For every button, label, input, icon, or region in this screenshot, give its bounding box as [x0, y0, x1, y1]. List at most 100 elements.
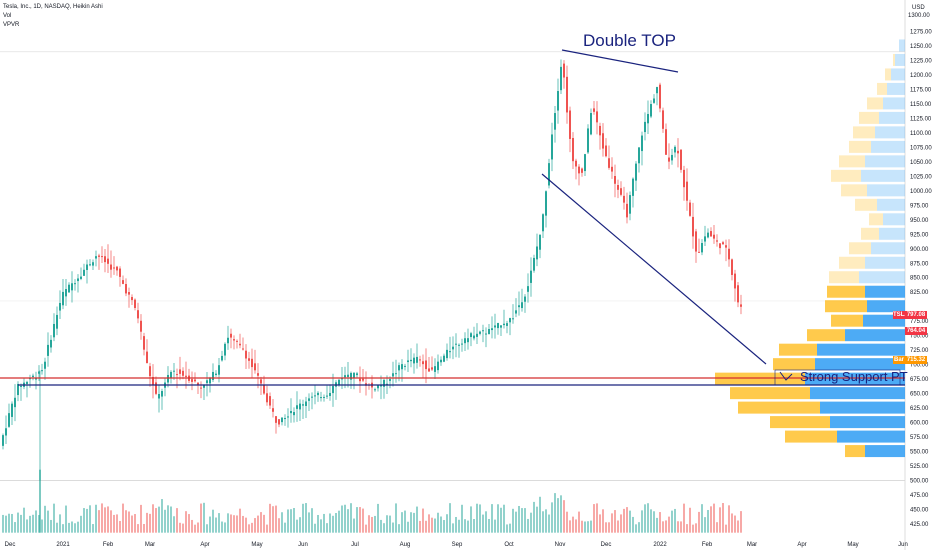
volume-bar [266, 524, 268, 533]
candle-body [35, 377, 37, 380]
volume-bar [551, 502, 553, 533]
price-tick-label: 700.00 [910, 363, 929, 369]
volume-bar [455, 516, 457, 533]
vp-row-down [785, 430, 837, 443]
candle-body [452, 346, 454, 350]
volume-bar [731, 513, 733, 533]
vp-row-down [867, 97, 883, 110]
price-axis[interactable]: 1275.00 1250.00 1225.00 1200.00 1175.00 1150.… [908, 5, 932, 528]
candle-body [86, 264, 88, 270]
candle-body [500, 325, 502, 328]
volume-bar [119, 520, 121, 533]
volume-bar [383, 523, 385, 533]
volume-bar [110, 510, 112, 533]
candle-body [356, 373, 358, 376]
candle-body [530, 270, 532, 283]
volume-bar [5, 515, 7, 533]
vp-row-up [867, 184, 905, 197]
candle-body [503, 323, 505, 326]
volume-bar [506, 524, 508, 533]
volume-bar [176, 508, 178, 533]
price-tick-label: 425.00 [910, 522, 929, 528]
volume-bar [533, 501, 535, 533]
volume-bar [251, 522, 253, 533]
candle-body [512, 318, 514, 320]
volume-bar [44, 505, 46, 533]
price-tick-label: 975.00 [910, 203, 929, 209]
volume-bar [632, 516, 634, 533]
candle-body [575, 160, 577, 167]
time-tick-label: Jun [298, 542, 308, 548]
volume-bar [284, 522, 286, 533]
volume-bar [695, 523, 697, 533]
candle-body [8, 413, 10, 427]
volume-bar [341, 505, 343, 533]
candle-body [77, 278, 79, 282]
candle-body [632, 178, 634, 196]
candle-body [62, 291, 64, 306]
vp-row-up [867, 300, 905, 313]
volume-bar [626, 507, 628, 533]
candle-body [578, 166, 580, 174]
volume-bar [713, 503, 715, 533]
candle-body [551, 134, 553, 160]
candle-body [515, 310, 517, 314]
candle-body [155, 382, 157, 394]
candle-body [617, 185, 619, 190]
volume-bar [584, 521, 586, 533]
candle-body [581, 168, 583, 173]
candle-body [629, 195, 631, 214]
candle-body [467, 338, 469, 343]
price-tick-label: 450.00 [910, 508, 929, 514]
candle-body [89, 264, 91, 266]
price-tick-label: 1025.00 [910, 174, 932, 180]
candle-body [395, 373, 397, 375]
vp-row-down [869, 213, 883, 226]
volume-bar [530, 512, 532, 533]
time-tick-label: Nov [555, 542, 566, 548]
volume-bar [122, 503, 124, 533]
vp-row-down [849, 140, 871, 153]
double-top-annotation: Double TOP [583, 31, 676, 50]
vp-row-up [877, 198, 905, 211]
time-axis[interactable]: Dec 2021 Feb Mar Apr May Jun Jul Aug Sep Oct Nov Dec… [5, 542, 908, 548]
volume-bar [98, 510, 100, 533]
candle-body [524, 296, 526, 302]
volume-bar [182, 523, 184, 533]
volume-bar [92, 524, 94, 533]
candle-body [107, 258, 109, 264]
volume-bar [260, 512, 262, 533]
candle-body [110, 264, 112, 270]
volume-bar [680, 521, 682, 533]
candle-body [680, 149, 682, 170]
candle-body [257, 373, 259, 376]
vp-row-up [887, 82, 905, 95]
candle-body [470, 333, 472, 338]
candle-body [494, 325, 496, 328]
candle-body [434, 366, 436, 372]
volume-bar [710, 506, 712, 533]
volume-bar [380, 519, 382, 533]
candle-body [101, 256, 103, 258]
candle-body [128, 292, 130, 295]
candle-body [179, 369, 181, 374]
candle-body [323, 396, 325, 398]
candle-body [545, 191, 547, 216]
volume-bar [359, 507, 361, 533]
vp-row-down [849, 242, 871, 255]
candle-body [518, 305, 520, 308]
volume-bar [179, 522, 181, 533]
candle-body [38, 371, 40, 374]
volume-bar [272, 506, 274, 533]
candle-body [527, 286, 529, 292]
vp-row-up [895, 53, 905, 66]
volume-bar [35, 510, 37, 533]
volume-bar [59, 514, 61, 533]
drawn-lines [0, 49, 905, 386]
candle-body [305, 401, 307, 406]
price-tick-label: 575.00 [910, 435, 929, 441]
candle-body [209, 377, 211, 384]
volume-bar [374, 515, 376, 533]
volume-bar [356, 507, 358, 533]
